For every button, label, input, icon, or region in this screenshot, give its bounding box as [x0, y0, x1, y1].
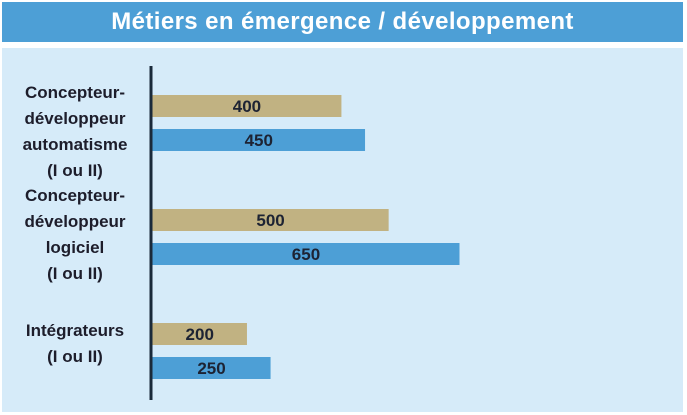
title-bar: Métiers en émergence / développement: [2, 2, 683, 42]
category-label-line: (I ou II): [47, 347, 103, 366]
category-label-line: Concepteur-: [24, 83, 126, 102]
bar-cat0-series0: [152, 95, 342, 117]
category-label-line: (I ou II): [47, 264, 103, 283]
data-label-cat0-series1: 450: [245, 131, 273, 150]
bar-cat2-series0: [152, 323, 247, 345]
data-label-cat1-series0: 500: [256, 211, 284, 230]
category-label-line: Intégrateurs: [25, 321, 125, 340]
category-label-line: développeur: [24, 109, 126, 128]
chart-title: Métiers en émergence / développement: [111, 8, 574, 35]
category-label-line: automatisme: [22, 135, 128, 154]
bar-cat1-series1: [152, 243, 460, 265]
category-label-1: Concepteur-développeur logiciel (I ou II): [0, 183, 150, 287]
category-label-line: développeur: [24, 212, 126, 231]
data-label-cat0-series0: 400: [233, 97, 261, 116]
bar-cat1-series0: [152, 209, 389, 231]
data-label-cat2-series0: 200: [186, 325, 214, 344]
data-label-cat1-series1: 650: [292, 245, 320, 264]
bar-cat2-series1: [152, 357, 271, 379]
category-label-2: Intégrateurs (I ou II): [0, 318, 150, 370]
category-label-0: Concepteur-développeur automatisme (I ou I…: [0, 80, 150, 184]
category-label-line: (I ou II): [47, 161, 103, 180]
data-label-cat2-series1: 250: [197, 359, 225, 378]
category-label-line: Concepteur-: [24, 186, 126, 205]
category-label-line: logiciel: [45, 238, 105, 257]
bar-cat0-series1: [152, 129, 366, 151]
